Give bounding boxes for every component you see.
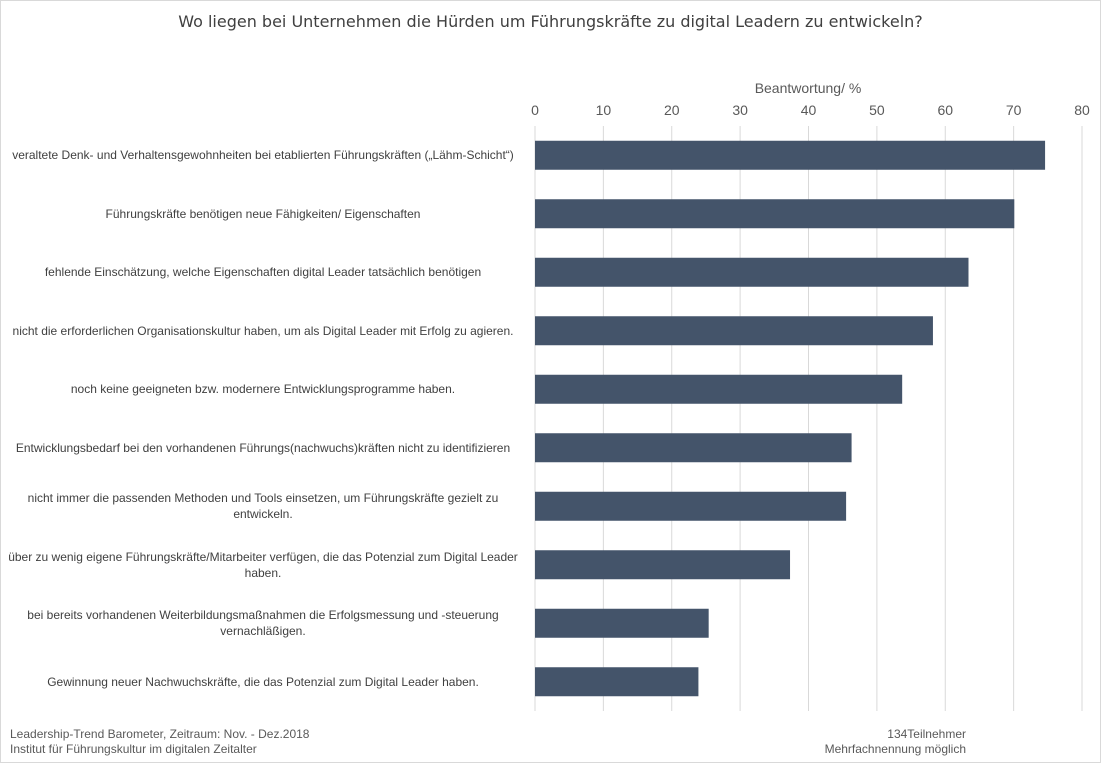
category-label: über zu wenig eigene Führungskräfte/Mita… (8, 549, 518, 580)
bar (535, 608, 709, 638)
category-label: noch keine geeigneten bzw. modernere Ent… (70, 382, 456, 397)
x-tick-label: 30 (732, 102, 748, 118)
multiple-answers-note: Mehrfachnennung möglich (824, 742, 966, 756)
x-tick-label: 80 (1074, 102, 1090, 118)
x-tick-label: 10 (596, 102, 612, 118)
bar (535, 316, 933, 346)
footer-source-line1: Leadership-Trend Barometer, Zeitraum: No… (10, 727, 310, 741)
category-label: bei bereits vorhandenen Weiterbildungsma… (27, 608, 499, 639)
bar (535, 667, 699, 697)
bar (535, 199, 1015, 229)
footer-source-line2: Institut für Führungskultur im digitalen… (10, 742, 257, 756)
bar (535, 550, 791, 580)
category-label: veraltete Denk- und Verhaltensgewohnheit… (12, 148, 514, 163)
category-label: Entwicklungsbedarf bei den vorhandenen F… (15, 440, 511, 455)
category-label: Führungskräfte benötigen neue Fähigkeite… (105, 206, 421, 221)
category-label: nicht die erforderlichen Organisationsku… (12, 323, 514, 338)
x-tick-label: 0 (531, 102, 539, 118)
bar (535, 374, 903, 404)
category-label: fehlende Einschätzung, welche Eigenschaf… (44, 265, 482, 280)
bar (535, 491, 847, 521)
bar (535, 257, 969, 287)
footer-participants: 134Teilnehmer Mehrfachnennung möglich (760, 727, 966, 757)
bar (535, 140, 1046, 170)
x-axis-title: Beantwortung/ % (755, 80, 862, 96)
category-label: Gewinnung neuer Nachwuchskräfte, die das… (47, 674, 479, 689)
x-tick-label: 70 (1006, 102, 1022, 118)
participants-count: 134Teilnehmer (887, 727, 966, 741)
x-tick-label: 40 (801, 102, 817, 118)
footer-source: Leadership-Trend Barometer, Zeitraum: No… (10, 727, 309, 757)
bar (535, 433, 852, 463)
x-tick-label: 50 (869, 102, 885, 118)
chart-title: Wo liegen bei Unternehmen die Hürden um … (178, 12, 923, 31)
category-label: nicht immer die passenden Methoden und T… (27, 491, 499, 522)
x-tick-label: 60 (937, 102, 953, 118)
x-tick-label: 20 (664, 102, 680, 118)
